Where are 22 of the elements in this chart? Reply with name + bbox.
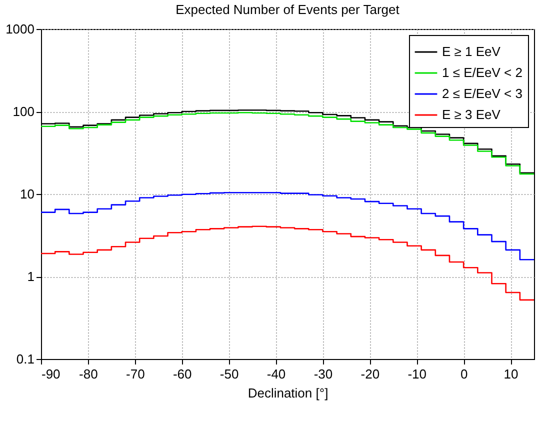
x-tick-label: -60 xyxy=(172,366,192,382)
legend-label: E ≥ 3 EeV xyxy=(442,107,501,122)
x-tick-label: -30 xyxy=(314,366,333,382)
x-tick-label: -80 xyxy=(79,366,98,382)
x-tick-label: -70 xyxy=(126,366,145,382)
x-tick-label: 0 xyxy=(460,366,468,382)
x-tick-label: -20 xyxy=(360,366,380,382)
x-axis-title: Declination [°] xyxy=(248,386,328,400)
x-tick-label: 10 xyxy=(504,366,518,382)
x-tick-label: -90 xyxy=(42,366,60,382)
y-tick-label: 1000 xyxy=(6,22,34,36)
y-tick-label: 10 xyxy=(20,186,34,202)
legend-label: 1 ≤ E/EeV < 2 xyxy=(442,65,522,80)
x-tick-label: -40 xyxy=(266,366,286,382)
y-tick-label: 0.1 xyxy=(16,352,34,366)
y-tick-label: 1 xyxy=(27,269,34,284)
x-tick-label: -50 xyxy=(220,366,239,382)
x-tick-label: -10 xyxy=(408,366,427,382)
legend-label: E ≥ 1 EeV xyxy=(442,44,501,59)
chart-title: Expected Number of Events per Target xyxy=(176,2,400,17)
y-tick-label: 100 xyxy=(12,104,34,119)
legend-label: 2 ≤ E/EeV < 3 xyxy=(442,86,522,101)
